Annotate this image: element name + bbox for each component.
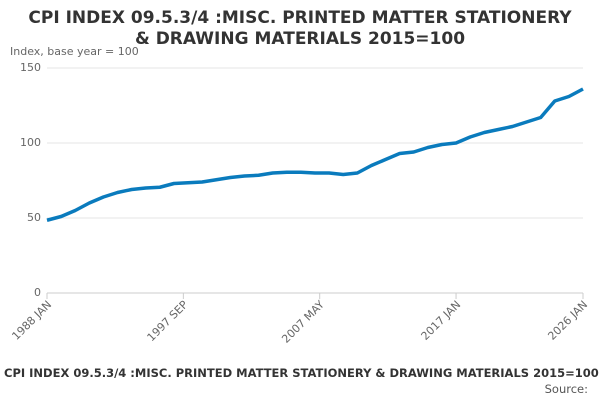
x-tick-label: 2017 JAN xyxy=(419,298,464,343)
x-tick-label: 2007 MAY xyxy=(279,298,327,346)
footer: CPI INDEX 09.5.3/4 :MISC. PRINTED MATTER… xyxy=(4,366,599,380)
y-axis-label: Index, base year = 100 xyxy=(10,45,139,58)
y-tick-label: 100 xyxy=(20,136,41,149)
x-tick-label: 2026 JAN xyxy=(545,298,590,343)
y-tick-label: 0 xyxy=(34,286,41,299)
y-tick-label: 50 xyxy=(27,211,41,224)
x-tick-label: 1997 SEP xyxy=(145,298,191,344)
source: Source: xyxy=(544,382,588,396)
chart-title: CPI INDEX 09.5.3/4 :MISC. PRINTED MATTER… xyxy=(28,8,572,49)
data-line xyxy=(46,87,584,222)
y-tick-label: 150 xyxy=(20,61,41,74)
x-tick-label: 1988 JAN xyxy=(9,298,54,343)
